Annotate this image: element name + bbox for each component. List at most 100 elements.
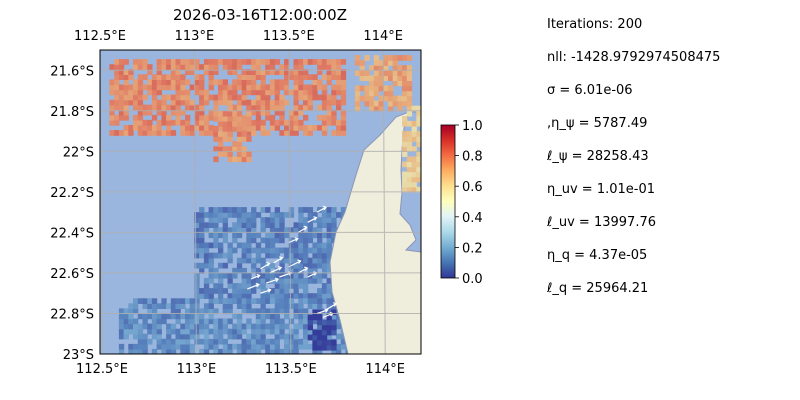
heatmap-cell	[170, 74, 177, 80]
heatmap-cell	[241, 323, 247, 330]
heatmap-cell	[222, 146, 228, 152]
heatmap-cell	[222, 338, 228, 345]
heatmap-cell	[151, 99, 158, 106]
velocity-arrow	[260, 262, 270, 270]
heatmap-cell	[269, 343, 276, 350]
heatmap-cell	[236, 59, 243, 65]
heatmap-cell	[213, 222, 219, 228]
heatmap-cell	[288, 298, 295, 304]
heatmap-cell	[317, 252, 323, 259]
heatmap-cell	[411, 126, 417, 132]
heatmap-cell	[293, 278, 299, 284]
heatmap-cell	[213, 110, 219, 117]
heatmap-cell	[147, 89, 153, 96]
heatmap-cell	[298, 79, 304, 86]
heatmap-cell	[156, 79, 162, 86]
y-tick-label: 22.6°S	[50, 267, 94, 282]
heatmap-cell	[232, 120, 238, 127]
heatmap-cell	[411, 171, 417, 178]
heatmap-cell	[227, 227, 233, 233]
heatmap-cell	[284, 298, 290, 304]
heatmap-cell	[317, 207, 323, 213]
heatmap-cell	[326, 298, 332, 304]
heatmap-cell	[151, 114, 158, 121]
heatmap-cell	[246, 318, 252, 325]
heatmap-cell	[147, 104, 153, 111]
heatmap-cell	[156, 99, 162, 106]
heatmap-cell	[359, 85, 365, 92]
heatmap-cell	[317, 114, 323, 121]
heatmap-cell	[265, 207, 271, 213]
heatmap-cell	[303, 313, 309, 320]
heatmap-cell	[312, 298, 318, 304]
heatmap-cell	[326, 64, 332, 70]
heatmap-cell	[203, 64, 210, 70]
heatmap-cell	[288, 338, 295, 345]
heatmap-cell	[312, 339, 318, 346]
heatmap-cell	[185, 308, 191, 315]
heatmap-cell	[326, 227, 332, 233]
heatmap-cell	[326, 74, 332, 80]
heatmap-cell	[326, 344, 332, 351]
heatmap-cell	[137, 84, 144, 91]
heatmap-cell	[147, 328, 153, 335]
heatmap-cell	[194, 89, 200, 96]
heatmap-cell	[326, 109, 332, 116]
heatmap-cell	[118, 114, 125, 121]
heatmap-cell	[246, 227, 252, 233]
heatmap-cell	[137, 338, 144, 345]
heatmap-cell	[232, 227, 238, 233]
heatmap-cell	[251, 348, 257, 354]
heatmap-cell	[213, 242, 219, 249]
heatmap-cell	[406, 161, 413, 168]
heatmap-cell	[274, 338, 280, 345]
heatmap-cell	[213, 69, 219, 75]
heatmap-cell	[222, 94, 228, 101]
heatmap-cell	[326, 59, 332, 65]
heatmap-cell	[246, 89, 252, 96]
heatmap-cell	[199, 267, 205, 274]
heatmap-cell	[255, 114, 262, 121]
heatmap-cell	[203, 125, 210, 131]
heatmap-cell	[298, 104, 304, 111]
heatmap-cell	[312, 212, 318, 218]
heatmap-cell	[312, 348, 318, 354]
heatmap-cell	[175, 343, 181, 350]
heatmap-cell	[218, 207, 224, 213]
heatmap-cell	[274, 104, 280, 111]
heatmap-cell	[199, 207, 205, 213]
heatmap-cell	[175, 79, 181, 86]
heatmap-cell	[293, 94, 299, 101]
heatmap-cell	[354, 70, 361, 76]
heatmap-cell	[284, 257, 290, 264]
heatmap-cell	[241, 115, 247, 122]
heatmap-cell	[293, 262, 299, 269]
heatmap-cell	[251, 130, 257, 136]
heatmap-cell	[284, 338, 290, 345]
heatmap-cell	[203, 252, 210, 259]
heatmap-cell	[199, 74, 205, 80]
heatmap-cell	[274, 303, 280, 309]
heatmap-cell	[255, 252, 262, 259]
heatmap-cell	[288, 257, 295, 264]
heatmap-cell	[147, 64, 153, 70]
heatmap-cell	[269, 247, 276, 254]
heatmap-cell	[213, 348, 219, 354]
heatmap-cell	[109, 109, 115, 116]
heatmap-cell	[109, 99, 115, 106]
heatmap-cell	[232, 247, 238, 254]
heatmap-cell	[402, 55, 408, 61]
heatmap-cell	[133, 94, 139, 101]
heatmap-cell	[321, 232, 328, 239]
heatmap-cell	[232, 141, 238, 147]
heatmap-cell	[255, 232, 262, 239]
heatmap-cell	[213, 131, 219, 137]
heatmap-cell	[406, 70, 413, 76]
heatmap-cell	[222, 126, 228, 132]
heatmap-cell	[123, 79, 129, 86]
heatmap-cell	[288, 125, 295, 131]
heatmap-cell	[208, 222, 214, 228]
heatmap-cell	[331, 99, 337, 106]
stat-ell-q: ℓ_q = 25964.21	[547, 281, 649, 296]
heatmap-cell	[175, 104, 181, 111]
